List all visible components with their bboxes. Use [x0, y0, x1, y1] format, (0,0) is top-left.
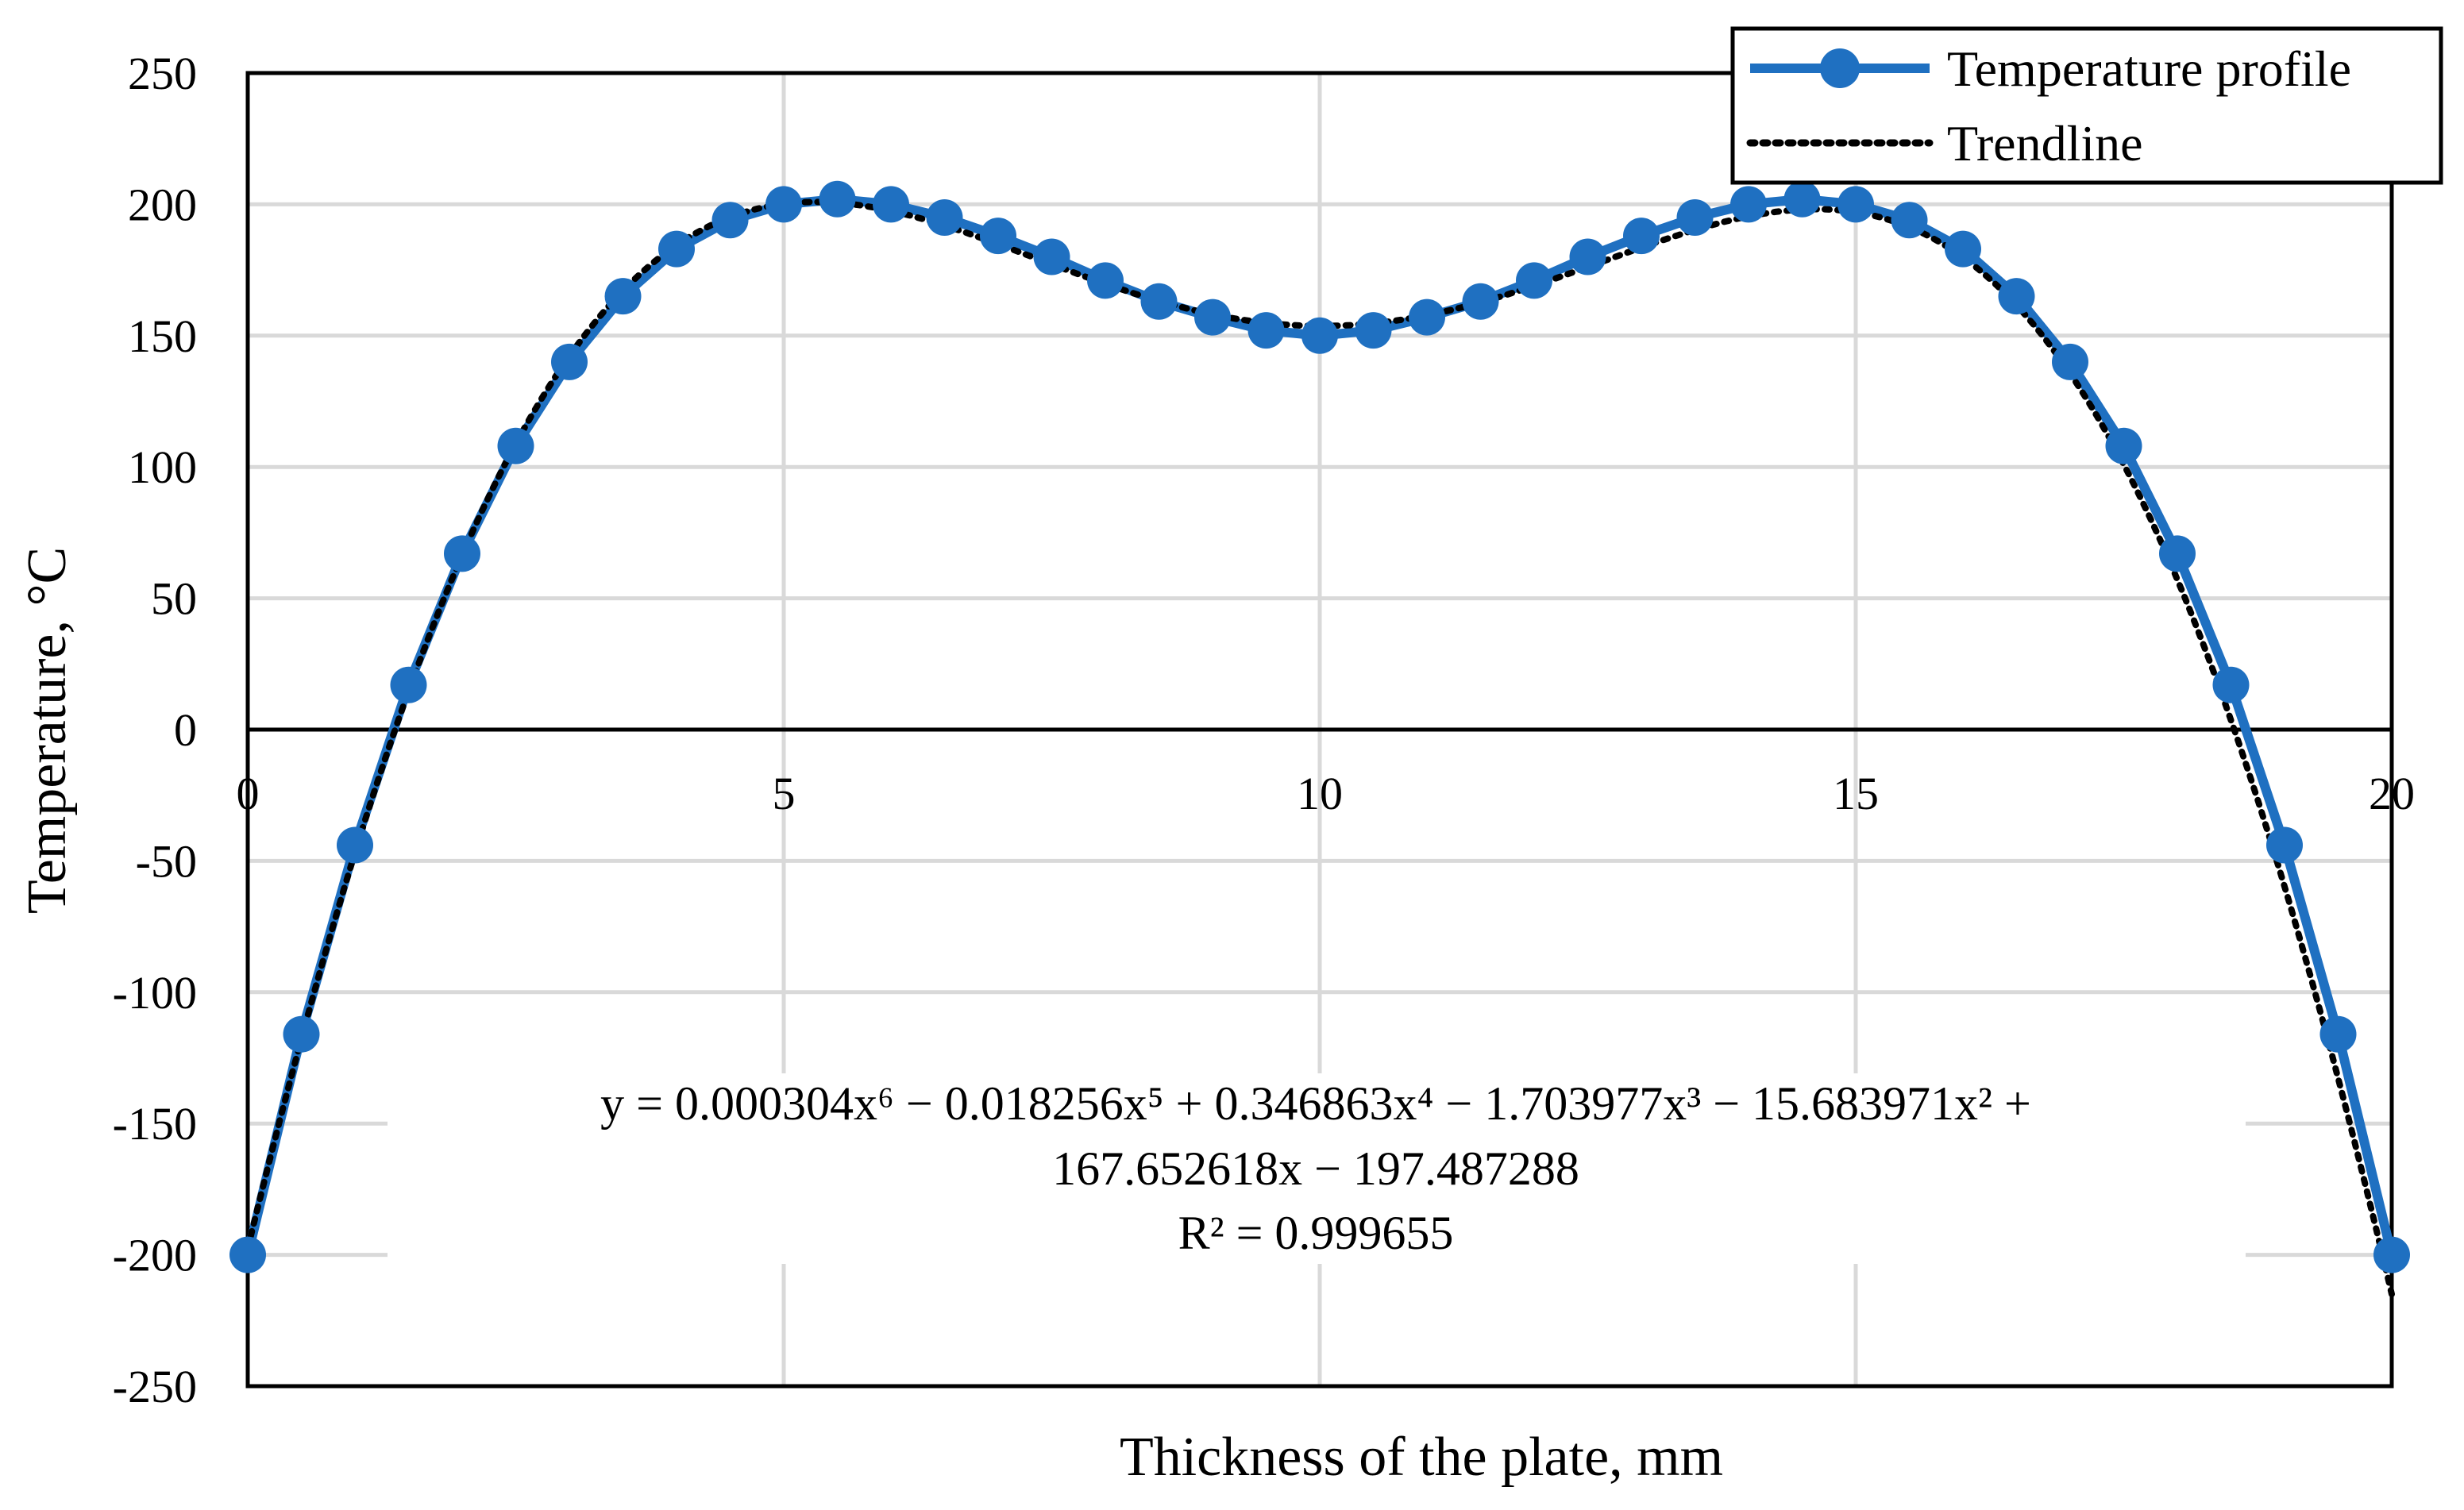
temperature-point — [1891, 202, 1928, 239]
temperature-point — [1998, 278, 2035, 315]
temperature-point — [2052, 343, 2088, 380]
temperature-point — [1783, 180, 1821, 218]
temperature-point — [1355, 312, 1392, 349]
temperature-point — [819, 180, 856, 218]
r-squared-label: R² = 0.999655 — [1178, 1207, 1454, 1259]
y-tick-label: 50 — [151, 573, 197, 625]
temperature-point — [1409, 299, 1445, 336]
y-tick-label: -200 — [113, 1230, 197, 1281]
temperature-point — [1033, 238, 1070, 275]
y-tick-label: -100 — [113, 967, 197, 1019]
legend: Temperature profile Trendline — [1730, 26, 2443, 185]
temperature-point — [390, 666, 427, 703]
x-tick-label: 15 — [1833, 768, 1879, 819]
temperature-point — [1140, 283, 1178, 320]
temperature-point — [604, 278, 642, 315]
temperature-point — [1623, 218, 1660, 255]
legend-label-profile: Temperature profile — [1947, 40, 2351, 97]
temperature-point — [980, 218, 1016, 255]
temperature-point — [444, 535, 480, 572]
temperature-point — [229, 1236, 266, 1273]
y-tick-label: 250 — [128, 48, 197, 99]
x-tick-label: 20 — [2369, 768, 2415, 819]
x-axis-title: Thickness of the plate, mm — [1120, 1427, 1723, 1488]
temperature-point — [2105, 427, 2142, 464]
y-tick-label: 200 — [128, 179, 197, 230]
temperature-point — [658, 230, 695, 268]
temperature-point — [1462, 283, 1499, 320]
temperature-point — [1676, 198, 1714, 236]
temperature-point — [1945, 230, 1981, 268]
temperature-point — [497, 427, 534, 464]
axes — [245, 71, 2394, 1389]
temperature-point — [873, 186, 909, 223]
temperature-point — [1569, 238, 1606, 275]
trendline-equation: y = 0.000304x⁶ − 0.018256x⁵ + 0.346863x⁴… — [600, 1077, 2031, 1259]
temperature-point — [1730, 186, 1767, 223]
y-axis-title: Temperature, °C — [17, 547, 78, 914]
x-tick-label: 0 — [237, 768, 260, 819]
y-tick-label: -50 — [136, 835, 197, 887]
legend-label-trendline: Trendline — [1947, 115, 2143, 171]
temperature-point — [551, 343, 588, 380]
y-tick-label: 100 — [128, 441, 197, 493]
temperature-point — [1301, 317, 1338, 354]
temperature-point — [765, 186, 802, 223]
temperature-point — [1194, 299, 1231, 336]
legend-profile-marker — [1820, 48, 1860, 88]
temperature-point — [2319, 1015, 2357, 1053]
temperature-point — [1516, 262, 1552, 299]
y-tick-label: -150 — [113, 1098, 197, 1150]
temperature-point — [1087, 262, 1124, 299]
tick-labels: 250 200 150 100 50 0 -50 -100 -150 -200 -250 0 5 10 15… — [113, 48, 2415, 1412]
equation-line-1: y = 0.000304x⁶ − 0.018256x⁵ + 0.346863x⁴… — [600, 1077, 2031, 1130]
temperature-point — [711, 202, 749, 239]
temperature-point — [2159, 535, 2196, 572]
temperature-point — [2212, 666, 2250, 703]
x-tick-label: 5 — [773, 768, 796, 819]
temperature-point — [1247, 312, 1285, 349]
temperature-point — [2373, 1236, 2410, 1273]
temperature-point — [2266, 826, 2303, 864]
temperature-point — [1837, 186, 1874, 223]
y-tick-label: 150 — [128, 310, 197, 362]
y-tick-label: 0 — [174, 704, 197, 756]
temperature-point — [926, 198, 963, 236]
temperature-point — [283, 1015, 320, 1053]
equation-line-2: 167.652618x − 197.487288 — [1052, 1142, 1579, 1195]
y-tick-label: -250 — [113, 1361, 197, 1412]
x-tick-label: 10 — [1297, 768, 1343, 819]
temperature-point — [337, 826, 373, 864]
equation-background — [388, 1073, 2246, 1264]
series — [229, 180, 2410, 1298]
